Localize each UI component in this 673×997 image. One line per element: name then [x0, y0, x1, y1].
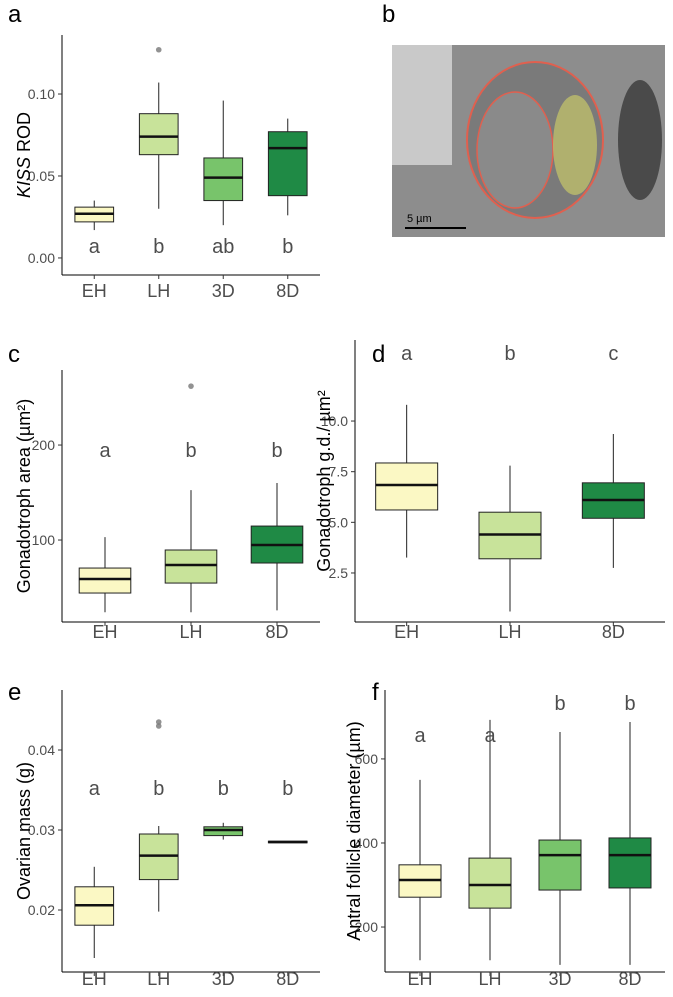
significance-letter: b [282, 236, 293, 258]
nucleus-outline [476, 91, 554, 209]
x-tick-label: EH [82, 969, 107, 989]
box [164, 549, 218, 584]
micrograph-panel: b 5 µm [382, 1, 665, 237]
significance-letter: b [271, 440, 282, 462]
significance-letter: b [218, 778, 229, 800]
x-tick-label: LH [147, 281, 170, 301]
chart-panel: a 0.00 0.05 0.10 KISS ROD EH a LH b 3D ab 8D b [8, 1, 320, 301]
x-tick-label: EH [407, 969, 432, 989]
y-axis-title: Gonadotroph area (µm²) [14, 399, 34, 593]
x-tick-label: EH [92, 622, 117, 642]
x-tick-label: LH [478, 969, 501, 989]
x-tick-label: 3D [212, 281, 235, 301]
granule-cluster [618, 80, 662, 200]
panel-letter: b [382, 1, 395, 28]
panel-letter: c [8, 341, 20, 368]
x-tick-label: EH [82, 281, 107, 301]
panel-letter: d [372, 341, 385, 368]
scale-label: 5 µm [407, 213, 432, 225]
outlier [155, 46, 162, 53]
x-tick-label: 8D [618, 969, 641, 989]
y-tick-label: 7.5 [329, 464, 349, 480]
y-tick-label: 0.03 [28, 822, 55, 838]
significance-letter: b [185, 440, 196, 462]
x-tick-label: LH [498, 622, 521, 642]
y-tick-label: 2.5 [329, 565, 349, 581]
y-tick-label: 0.04 [28, 742, 55, 758]
y-tick-label: 400 [355, 835, 379, 851]
y-axis-title-italic: KISS [14, 157, 34, 198]
significance-letter: ab [212, 236, 234, 258]
x-tick-label: 8D [602, 622, 625, 642]
significance-letter: b [153, 236, 164, 258]
significance-letter: a [89, 236, 101, 258]
outlier [155, 723, 162, 729]
box [538, 839, 582, 891]
significance-letter: a [484, 725, 496, 747]
granules [553, 95, 597, 195]
outlier [155, 719, 162, 725]
y-axis-title: Ovarian mass (g) [14, 762, 34, 900]
significance-letter: a [99, 440, 111, 462]
y-axis-title: Gonadotroph g.d./ µm² [314, 390, 334, 571]
significance-letter: a [401, 343, 413, 365]
x-tick-label: 8D [276, 969, 299, 989]
y-axis-title: KISS ROD [14, 112, 34, 198]
y-tick-label: 0.00 [28, 250, 55, 266]
significance-letter: b [282, 778, 293, 800]
box [138, 113, 179, 156]
outlier [188, 383, 194, 389]
y-axis-title-rest: ROD [14, 112, 34, 152]
panel-letter: a [8, 1, 22, 28]
x-tick-label: 3D [548, 969, 571, 989]
y-tick-label: 0.05 [28, 168, 55, 184]
significance-letter: b [504, 343, 515, 365]
x-tick-label: EH [394, 622, 419, 642]
significance-letter: a [89, 778, 101, 800]
panel-letter: e [8, 679, 21, 706]
y-axis-title: Antral follicle diameter (µm) [344, 721, 364, 940]
box [203, 157, 244, 202]
significance-letter: c [608, 343, 618, 365]
significance-letter: b [153, 778, 164, 800]
box [375, 462, 439, 511]
y-tick-label: 10.0 [321, 413, 348, 429]
significance-letter: b [624, 693, 635, 715]
y-tick-label: 200 [32, 437, 56, 453]
box [267, 131, 308, 197]
y-tick-label: 100 [32, 532, 56, 548]
micrograph-region [392, 45, 452, 165]
significance-letter: b [554, 693, 565, 715]
y-tick-label: 600 [355, 751, 379, 767]
panel-letter: f [372, 679, 379, 706]
x-tick-label: LH [147, 969, 170, 989]
y-tick-label: 200 [355, 919, 379, 935]
y-tick-label: 0.02 [28, 902, 55, 918]
x-tick-label: 8D [265, 622, 288, 642]
chart-panel: e 0.02 0.03 0.04 Ovarian mass (g) EH a LH b 3D b 8D… [8, 679, 320, 989]
box [78, 567, 132, 594]
y-tick-label: 0.10 [28, 86, 55, 102]
box [468, 857, 512, 909]
x-tick-label: LH [179, 622, 202, 642]
x-tick-label: 3D [212, 969, 235, 989]
box [608, 837, 652, 889]
y-tick-label: 5.0 [329, 514, 349, 530]
significance-letter: a [414, 725, 426, 747]
x-tick-label: 8D [276, 281, 299, 301]
